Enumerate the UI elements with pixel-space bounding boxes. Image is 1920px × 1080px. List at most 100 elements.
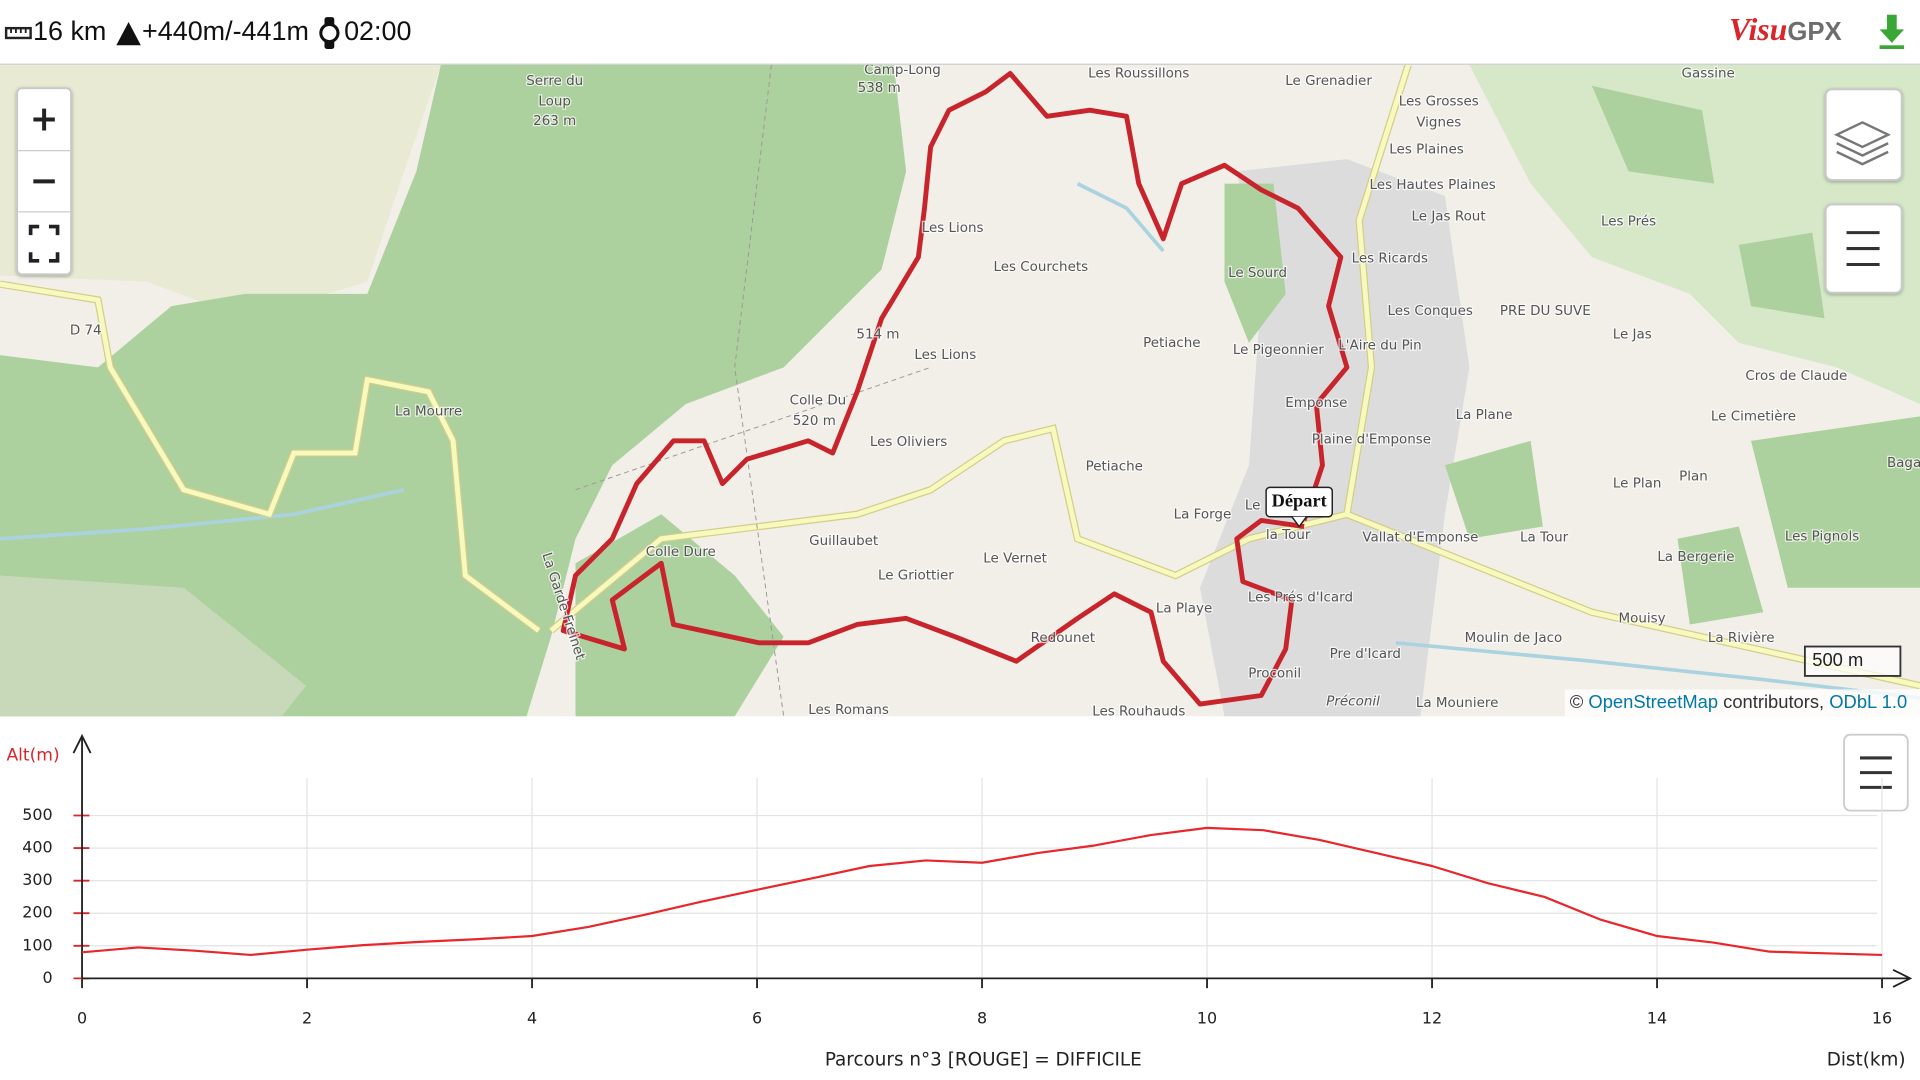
x-tick-label: 10	[1197, 1008, 1217, 1027]
fullscreen-button[interactable]	[28, 224, 60, 263]
map-label: Les Oliviers	[870, 435, 947, 450]
map-label: Moulin de Jaco	[1465, 631, 1563, 646]
ruler-icon	[4, 26, 32, 40]
fields	[1469, 64, 1920, 405]
chart-menu-button[interactable]	[1843, 733, 1909, 812]
x-axis-label: Dist(km)	[1827, 1049, 1906, 1070]
map-label: Plaine d'Emponse	[1312, 433, 1431, 448]
logo[interactable]: VisuGPX	[1729, 12, 1842, 47]
map-label: Vignes	[1416, 115, 1461, 130]
map-label: Les Plaines	[1389, 142, 1463, 157]
map-label: Les Lions	[914, 348, 976, 363]
map-label: la Tour	[1266, 528, 1311, 543]
forest	[0, 64, 907, 717]
elevation-chart: Alt(m) Parcours n°3 [ROUGE] = DIFFICILE …	[6, 733, 1913, 1070]
map-label: La Bergerie	[1657, 550, 1734, 565]
map-label: Les Lions	[922, 221, 984, 236]
start-marker: Départ	[1265, 486, 1333, 528]
map-label: Petiache	[1086, 460, 1143, 475]
map-label: Préconil	[1326, 694, 1380, 710]
y-tick-label: 300	[22, 870, 52, 889]
track	[575, 64, 931, 717]
map-label: Les Courchets	[993, 260, 1088, 275]
zoom-in[interactable]: +	[30, 100, 59, 140]
road	[0, 64, 1920, 689]
map-label: Le Jas	[1613, 327, 1652, 342]
license-link[interactable]: ODbL 1.0	[1829, 691, 1907, 712]
attribution-text: contributors,	[1723, 691, 1824, 712]
duration: 02:00	[344, 16, 411, 46]
map-label: 263 m	[533, 114, 576, 129]
attribution-bg	[1564, 689, 1920, 717]
map-label: Vallat d'Emponse	[1362, 531, 1478, 546]
map-label: Loup	[538, 95, 571, 110]
x-axis	[82, 968, 1913, 988]
map-label: La Mouniere	[1416, 696, 1498, 711]
map-label: PRE DU SUVE	[1500, 304, 1591, 319]
map-label: Le Vernet	[983, 551, 1047, 566]
forest	[1444, 85, 1920, 625]
map-menu-button[interactable]	[1824, 203, 1903, 294]
layers-button[interactable]	[1824, 88, 1903, 181]
map-label: D 74	[70, 324, 102, 339]
y-tick-label: 100	[22, 935, 52, 954]
map[interactable]: Camp-Long 538 m Serre du Loup 263 m Les Rouss…	[0, 63, 1920, 720]
map-label: Petiache	[1143, 336, 1200, 351]
map-label: Baga	[1887, 456, 1920, 471]
map-label: Gassine	[1682, 66, 1735, 81]
map-label: 514 m	[856, 327, 899, 342]
x-tick-label: 6	[752, 1008, 762, 1027]
x-tick-label: 14	[1647, 1008, 1667, 1027]
copyright: ©	[1570, 691, 1584, 712]
map-label: Le Pigeonnier	[1233, 343, 1324, 358]
map-label: La Playe	[1156, 602, 1212, 617]
map-label: Mouisy	[1619, 611, 1666, 626]
x-tick-label: 0	[77, 1008, 87, 1027]
map-label: La Mourre	[395, 404, 462, 419]
map-label: Les Rouhauds	[1092, 704, 1185, 719]
map-label: Proconil	[1248, 666, 1301, 681]
y-axis	[72, 733, 92, 979]
map-label: Plan	[1679, 469, 1708, 484]
map-label: La Forge	[1174, 507, 1232, 522]
scrub	[0, 64, 441, 319]
start-label: Départ	[1272, 490, 1328, 510]
map-label: Le Sourd	[1228, 266, 1287, 281]
x-tick-label: 2	[302, 1008, 312, 1027]
zoom-out[interactable]: −	[30, 161, 59, 201]
x-tick-label: 12	[1422, 1008, 1442, 1027]
map-label: 538 m	[858, 81, 901, 96]
download-button[interactable]	[1879, 14, 1905, 49]
logo-gpx[interactable]: GPX	[1787, 18, 1841, 46]
map-label: Les Hautes Plaines	[1370, 178, 1496, 193]
map-label: La Rivière	[1708, 630, 1775, 646]
map-label: Le Grenadier	[1285, 74, 1372, 89]
map-label: Les Prés	[1601, 214, 1656, 230]
river	[0, 182, 1920, 700]
osm-link[interactable]: OpenStreetMap	[1588, 691, 1718, 712]
map-label: Colle Dure	[646, 545, 716, 560]
distance: 16 km	[33, 16, 106, 46]
map-label: Colle Du	[790, 393, 847, 408]
route	[560, 71, 1350, 707]
map-label: 520 m	[793, 414, 836, 429]
forest	[1224, 183, 1286, 343]
y-tick-label: 400	[22, 838, 52, 857]
elevation: +440m/-441m	[142, 16, 309, 46]
map-label: Les Romans	[808, 703, 889, 718]
logo-visu[interactable]: Visu	[1729, 12, 1787, 47]
map-labels: Camp-Long 538 m Serre du Loup 263 m Les Rouss…	[69, 65, 1920, 719]
x-tick-label: 8	[977, 1008, 987, 1027]
map-label: La Plane	[1456, 408, 1513, 423]
chart-title: Parcours n°3 [ROUGE] = DIFFICILE	[825, 1049, 1142, 1070]
map-label: Guillaubet	[809, 534, 878, 549]
map-label: Pre d'Icard	[1330, 647, 1401, 662]
y-tick-label: 200	[22, 903, 52, 922]
map-label: Le	[1245, 499, 1261, 514]
elevation-line	[81, 826, 1883, 957]
y-tick-label: 0	[43, 968, 53, 987]
watch-icon	[319, 17, 340, 49]
x-tick-label: 16	[1872, 1008, 1892, 1027]
map-label: Le Griottier	[878, 569, 954, 584]
